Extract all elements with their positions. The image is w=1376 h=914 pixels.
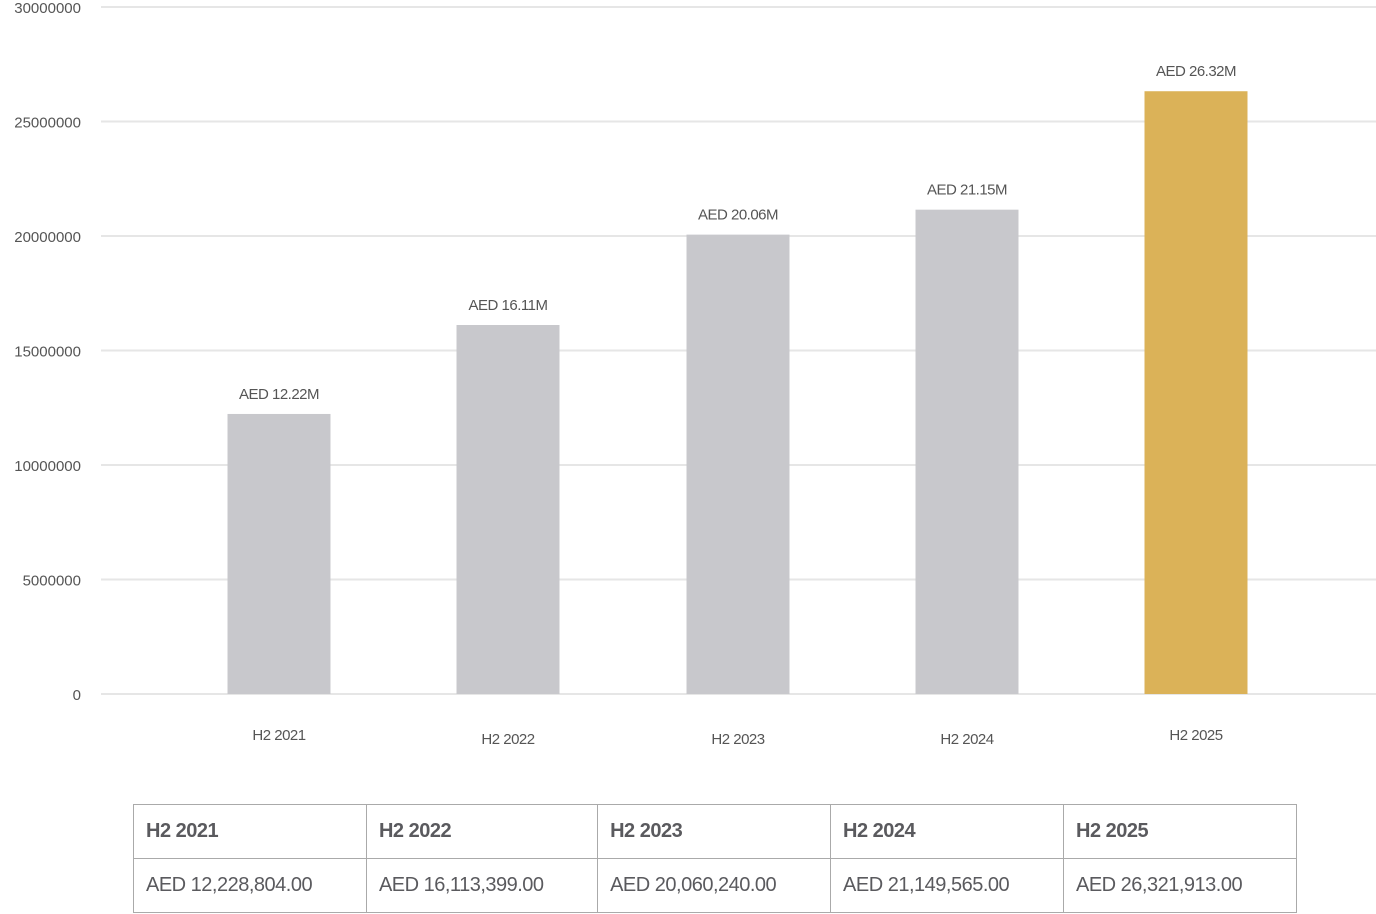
y-tick-label: 25000000	[14, 115, 81, 132]
bar	[686, 234, 790, 695]
table-cell: AED 12,228,804.00	[133, 858, 367, 913]
x-tick-label: H2 2022	[481, 731, 534, 748]
table-header-row: H2 2021 H2 2022 H2 2023 H2 2024 H2 2025	[133, 804, 1297, 859]
y-tick-label: 5000000	[23, 573, 81, 590]
data-label: AED 12.22M	[239, 386, 319, 403]
bar	[1144, 91, 1248, 694]
table-header: H2 2024	[830, 804, 1064, 859]
x-tick-label: H2 2025	[1169, 727, 1222, 744]
x-tick-label: H2 2024	[940, 731, 993, 748]
table-header: H2 2022	[365, 804, 599, 859]
table-cell: AED 20,060,240.00	[597, 858, 832, 913]
y-tick-label: 0	[73, 687, 81, 704]
table-cell: AED 16,113,399.00	[365, 858, 599, 913]
data-label: AED 21.15M	[927, 182, 1007, 199]
table-cell: AED 26,321,913.00	[1063, 858, 1297, 913]
bar	[456, 325, 560, 694]
data-label: AED 20.06M	[698, 207, 778, 224]
y-tick-label: 20000000	[14, 229, 81, 246]
data-label: AED 16.11M	[469, 297, 548, 314]
table-cell: AED 21,149,565.00	[830, 858, 1064, 913]
bar-chart: 0 5000000 10000000 15000000 20000000 25000000…	[14, 0, 1376, 748]
y-tick-label: 10000000	[14, 458, 81, 475]
bar	[227, 413, 331, 694]
x-tick-label: H2 2023	[711, 731, 764, 748]
x-tick-label: H2 2021	[252, 727, 305, 744]
bar	[915, 209, 1019, 694]
table-row: AED 12,228,804.00 AED 16,113,399.00 AED …	[133, 858, 1297, 913]
y-tick-label: 30000000	[14, 0, 81, 17]
data-table: H2 2021 H2 2022 H2 2023 H2 2024 H2 2025 …	[133, 804, 1297, 913]
y-tick-label: 15000000	[14, 344, 81, 361]
table-header: H2 2021	[133, 804, 367, 859]
table-header: H2 2023	[597, 804, 832, 859]
table-header: H2 2025	[1063, 804, 1297, 859]
data-label: AED 26.32M	[1156, 63, 1236, 80]
